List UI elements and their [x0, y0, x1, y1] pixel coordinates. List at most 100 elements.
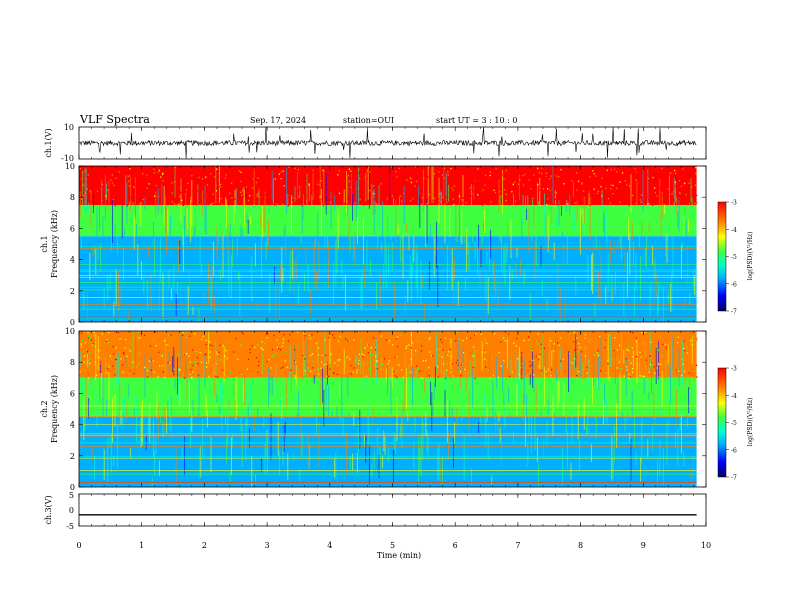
ch1-spectrogram-ytick-label: 2	[70, 287, 75, 296]
spectrogram-speckle	[550, 375, 552, 377]
spectrogram-speckle	[207, 187, 209, 190]
spectrogram-speckle	[556, 175, 558, 177]
spectrogram-speckle	[473, 334, 476, 336]
spectrogram-speckle	[174, 166, 176, 168]
spectrogram-speckle	[617, 358, 619, 361]
spectrogram-speckle	[692, 335, 694, 338]
spectrogram-speckle	[438, 171, 440, 173]
spectrogram-speckle	[459, 371, 462, 373]
spectrogram-speckle	[654, 372, 656, 374]
spectrogram-speckle	[665, 202, 667, 204]
spectrogram-speckle	[510, 193, 512, 195]
spectrogram-speckle	[287, 192, 289, 195]
spectrogram-speckle	[301, 204, 303, 207]
spectrogram-speckle	[308, 184, 310, 186]
spectrogram-speckle	[405, 347, 407, 350]
spectrogram-speckle	[566, 200, 568, 203]
spectrogram-speckle	[153, 172, 156, 174]
spectrogram-speckle	[657, 376, 659, 378]
spectrogram-speckle	[109, 355, 111, 357]
spectrogram-speckle	[446, 377, 448, 379]
spectrogram-speckle	[696, 337, 698, 340]
spectrogram-speckle	[576, 189, 578, 191]
spectrogram-speckle	[142, 198, 144, 201]
spectrogram-speckle	[682, 168, 684, 170]
spectrogram-speckle	[113, 353, 115, 355]
spectrogram-speckle	[167, 192, 169, 195]
spectrogram-speckle	[307, 369, 309, 371]
spectrogram-speckle	[152, 339, 155, 342]
spectrogram-speckle	[584, 355, 587, 357]
spectrogram-speckle	[494, 191, 496, 194]
spectrogram-speckle	[161, 354, 163, 356]
spectrogram-speckle	[558, 348, 560, 350]
spectrogram-speckle	[369, 171, 371, 173]
spectrogram-speckle	[332, 196, 334, 198]
spectrogram-speckle	[375, 166, 377, 168]
spectrogram-speckle	[561, 333, 563, 335]
spectrogram-speckle	[247, 368, 249, 370]
spectrogram-speckle	[401, 369, 403, 371]
spectrogram-speckle	[229, 201, 231, 204]
spectrogram-speckle	[661, 189, 663, 191]
spectrogram-speckle	[291, 191, 293, 194]
spectrogram-speckle	[528, 181, 530, 183]
spectrogram-speckle	[410, 334, 412, 336]
spectrogram-speckle	[262, 171, 264, 173]
spectrogram-speckle	[677, 370, 680, 372]
spectrogram-speckle	[92, 342, 94, 345]
spectrogram-speckle	[554, 193, 556, 196]
spectrogram-speckle	[484, 338, 487, 341]
spectrogram-speckle	[555, 182, 557, 185]
spectrogram-speckle	[243, 172, 245, 174]
spectrogram-speckle	[613, 349, 615, 352]
spectrogram-speckle	[695, 364, 698, 366]
spectrogram-speckle	[649, 167, 651, 170]
spectrogram-speckle	[81, 192, 83, 195]
ch1-spectrogram-ytick-label: 6	[70, 224, 75, 233]
spectrogram-speckle	[208, 341, 211, 343]
spectrogram-speckle	[410, 181, 412, 184]
spectrogram-speckle	[194, 364, 196, 366]
spectrogram-speckle	[457, 364, 459, 367]
spectrogram-speckle	[396, 168, 398, 170]
spectrogram-speckle	[79, 371, 81, 373]
spectrogram-speckle	[621, 167, 623, 169]
spectrogram-speckle	[415, 166, 417, 168]
spectrogram-speckle	[336, 373, 338, 376]
spectrogram-speckle	[463, 352, 465, 354]
spectrogram-speckle	[363, 204, 365, 206]
spectrogram-speckle	[428, 375, 430, 377]
spectrogram-speckle	[646, 173, 648, 176]
spectrogram-speckle	[350, 170, 352, 172]
spectrogram-speckle	[398, 167, 400, 170]
spectrogram-speckle	[225, 349, 227, 352]
spectrogram-speckle	[367, 343, 369, 345]
spectrogram-speckle	[273, 354, 275, 356]
spectrogram-speckle	[688, 182, 690, 185]
spectrogram-speckle	[219, 344, 221, 347]
spectrogram-speckle	[604, 180, 606, 182]
spectrogram-speckle	[173, 171, 175, 173]
spectrogram-speckle	[280, 367, 282, 369]
spectrogram-speckle	[344, 358, 346, 360]
spectrogram-speckle	[295, 166, 297, 168]
spectrogram-speckle	[278, 167, 280, 169]
spectrogram-speckle	[648, 368, 650, 371]
spectrogram-speckle	[671, 193, 673, 195]
spectrogram-speckle	[330, 353, 332, 355]
spectrogram-speckle	[294, 377, 297, 380]
spectrogram-speckle	[503, 178, 505, 180]
spectrogram-speckle	[156, 175, 158, 177]
spectrogram-speckle	[450, 362, 452, 364]
spectrogram-speckle	[269, 204, 271, 206]
spectrogram-speckle	[133, 372, 135, 375]
spectrogram-speckle	[354, 202, 356, 204]
spectrogram-speckle	[654, 187, 656, 189]
spectrogram-speckle	[369, 349, 371, 352]
spectrogram-speckle	[172, 337, 174, 339]
spectrogram-speckle	[656, 195, 658, 197]
spectrogram-speckle	[532, 359, 534, 362]
spectrogram-speckle	[235, 355, 237, 357]
